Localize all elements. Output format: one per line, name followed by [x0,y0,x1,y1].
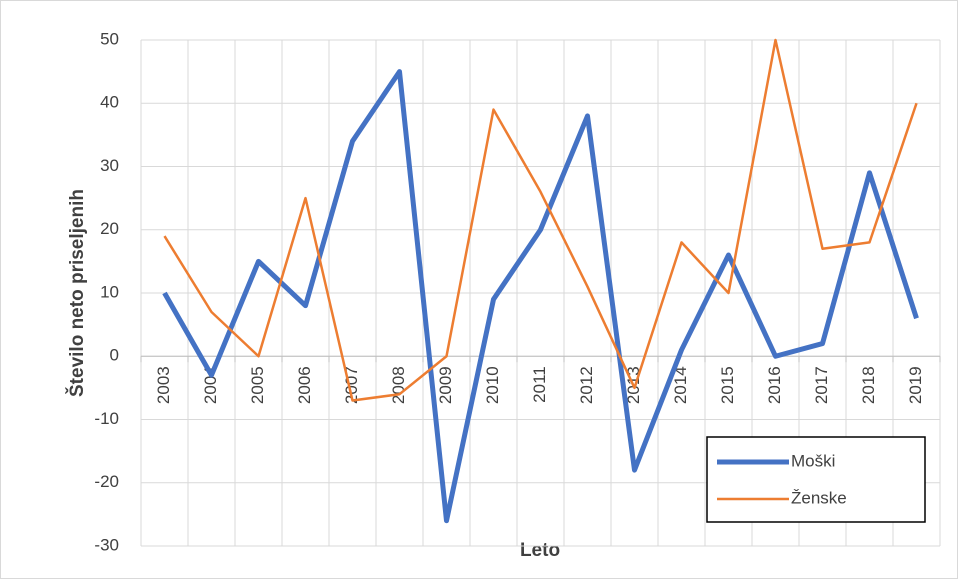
legend-box [706,436,926,523]
x-tick-label: 2003 [154,366,173,404]
y-tick-label: -20 [94,472,119,491]
y-tick-label: 40 [100,93,119,112]
legend-label: Ženske [791,488,847,507]
x-tick-label: 2008 [389,366,408,404]
x-tick-label: 2005 [248,366,267,404]
series-line [163,38,918,402]
y-tick-label: 20 [100,219,119,238]
x-tick-label: 2019 [906,366,925,404]
x-tick-label: 2017 [812,366,831,404]
x-tick-label: 2009 [436,366,455,404]
y-tick-label: 50 [100,29,119,48]
x-axis-title: Leto [520,540,560,561]
y-tick-label: 10 [100,282,119,301]
x-tick-label: 2014 [671,366,690,404]
x-tick-label: 2018 [859,366,878,404]
y-tick-label: -30 [94,535,119,554]
x-tick-label: 2010 [483,366,502,404]
y-tick-label: 0 [110,346,119,365]
x-tick-label: 2011 [530,366,549,403]
x-tick-label: 2012 [577,366,596,404]
y-axis-title: Število neto priseljenih [66,189,88,397]
x-tick-label: 2015 [718,366,737,404]
y-tick-label: -10 [94,409,119,428]
x-tick-label: 2006 [295,366,314,404]
legend-label: Moški [791,451,835,470]
series-line [162,69,919,524]
x-tick-label: 2016 [765,366,784,404]
x-tick-label: 2004 [201,366,220,404]
y-tick-label: 30 [100,156,119,175]
